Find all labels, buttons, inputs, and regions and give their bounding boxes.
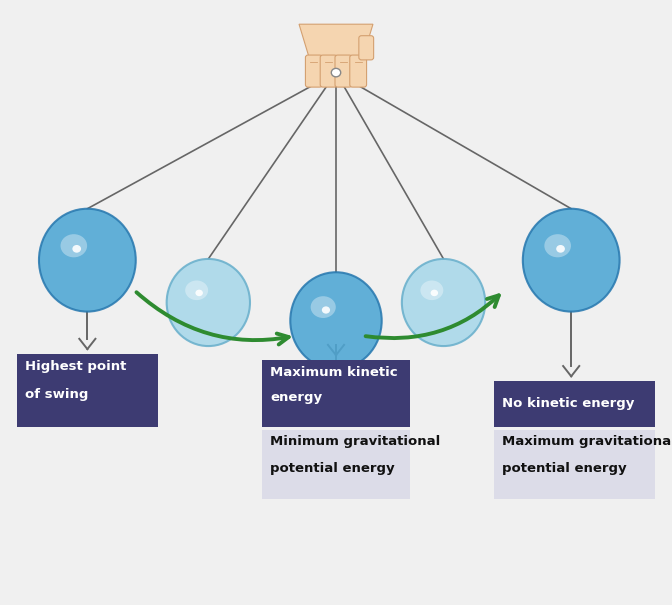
Ellipse shape [310,296,336,318]
Ellipse shape [185,281,208,300]
Ellipse shape [290,272,382,369]
Text: Maximum gravitational: Maximum gravitational [502,436,672,448]
Text: Minimum gravitational: Minimum gravitational [270,436,440,448]
Ellipse shape [431,290,438,296]
Ellipse shape [167,259,250,346]
Circle shape [331,68,341,77]
FancyBboxPatch shape [359,36,374,60]
Ellipse shape [421,281,444,300]
Ellipse shape [196,290,203,296]
Text: Maximum kinetic: Maximum kinetic [270,366,398,379]
Ellipse shape [322,306,330,313]
Text: Highest point: Highest point [25,360,126,373]
Text: of swing: of swing [25,388,88,401]
FancyBboxPatch shape [335,55,352,87]
Ellipse shape [60,234,87,257]
FancyBboxPatch shape [262,360,410,427]
Text: potential energy: potential energy [502,462,626,475]
FancyBboxPatch shape [262,430,410,499]
Ellipse shape [39,209,136,312]
FancyBboxPatch shape [494,381,655,427]
FancyBboxPatch shape [494,430,655,499]
FancyBboxPatch shape [17,354,158,427]
Ellipse shape [523,209,620,312]
Text: energy: energy [270,391,323,404]
Ellipse shape [402,259,485,346]
Polygon shape [299,24,373,57]
Text: potential energy: potential energy [270,462,394,475]
Ellipse shape [544,234,571,257]
Ellipse shape [73,245,81,253]
FancyBboxPatch shape [320,55,337,87]
FancyBboxPatch shape [305,55,323,87]
FancyBboxPatch shape [350,55,367,87]
Ellipse shape [556,245,565,253]
Text: No kinetic energy: No kinetic energy [502,397,634,410]
